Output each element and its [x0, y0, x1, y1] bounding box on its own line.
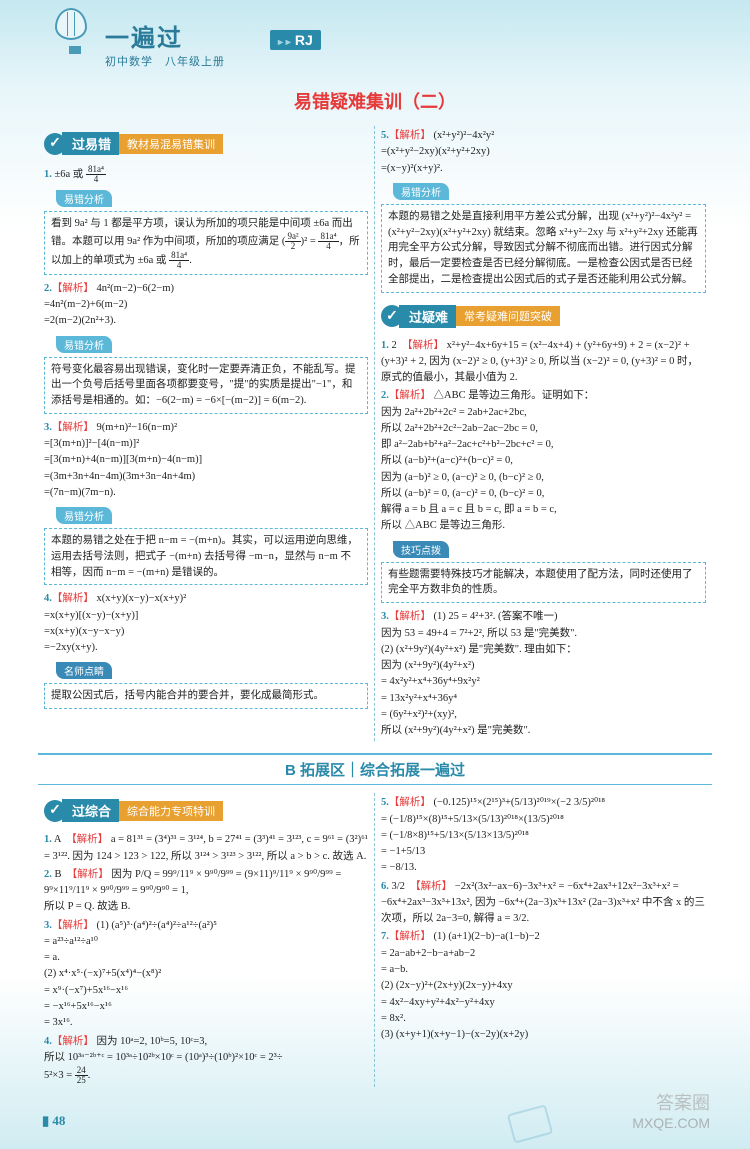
box-2: 符号变化最容易出现错误，变化时一定要弄清正负，不能乱写。提出一个负号后括号里面各…: [44, 357, 368, 414]
comp-2: 2. B 【解析】 因为 P/Q = 99⁹/11⁹ × 9⁹⁰/9⁹⁹ = (…: [44, 867, 368, 916]
brand-main: 一遍过: [105, 18, 225, 53]
check-icon: ✓: [44, 133, 66, 155]
difficult-1: 1. 2 【解析】 x²+y²−4x+6y+15 = (x²−4x+4) + (…: [381, 338, 706, 387]
difficult-3: 3.【解析】 (1) 25 = 4²+3². (答案不唯一) 因为 53 = 4…: [381, 609, 706, 739]
box-3: 本题的易错之处在于把 n−m = −(m+n)。其实，可以运用逆向思维，运用去括…: [44, 528, 368, 585]
column-right: 5.【解析】 (x²+y²)²−4x²y² =(x²+y²−2xy)(x²+y²…: [375, 126, 712, 741]
problem-4: 4.【解析】 x(x+y)(x−y)−x(x+y)² =x(x+y)[(x−y)…: [44, 591, 368, 656]
content-bottom: ✓ 过综合 综合能力专项特训 1. A 【解析】 a = 81³¹ = (3⁴)…: [0, 793, 750, 1087]
tag-analysis-3: 易错分析: [56, 507, 112, 524]
check-icon-3: ✓: [44, 800, 66, 822]
page-title: 易错疑难集训（二）: [0, 88, 750, 114]
section-mistakes-banner: ✓ 过易错 教材易混易错集训: [44, 132, 223, 155]
comp-1: 1. A 【解析】 a = 81³¹ = (3⁴)³¹ = 3¹²⁴, b = …: [44, 832, 368, 865]
check-icon-2: ✓: [381, 305, 403, 327]
comp-4: 4.【解析】 因为 10ᵃ=2, 10ᵇ=5, 10ᶜ=3,所以 10³ᵃ⁻²ᵇ…: [44, 1034, 368, 1086]
section-b-title: B 拓展区｜综合拓展一遍过: [38, 753, 712, 785]
banner-mistakes-sub: 教材易混易错集训: [119, 134, 223, 154]
brand-block: 一遍过 初中数学 八年级上册: [105, 18, 225, 69]
page-header: 一遍过 初中数学 八年级上册 RJ: [0, 0, 750, 80]
tag-analysis-5: 易错分析: [393, 183, 449, 200]
column-b-right: 5.【解析】 (−0.125)¹⁵×(2¹⁵)³+(5/13)²⁰¹⁹×(−2 …: [375, 793, 712, 1087]
comp-3: 3.【解析】 (1) (a⁵)³·(a⁴)²÷(a⁴)²÷a¹²÷(a²)⁵ =…: [44, 918, 368, 1032]
box-5: 本题的易错之处是直接利用平方差公式分解，出现 (x²+y²)²−4x²y² = …: [381, 204, 706, 293]
column-left: ✓ 过易错 教材易混易错集训 1. ±6a 或 81a⁴4 易错分析 看到 9a…: [38, 126, 375, 741]
watermark-bottom: MXQE.COM: [632, 1115, 710, 1131]
page-num-value: 48: [52, 1113, 65, 1128]
banner-difficult: 过疑难: [399, 305, 456, 328]
banner-comprehensive: 过综合: [62, 799, 119, 822]
tag-teacher: 名师点睛: [56, 662, 112, 679]
problem-2: 2.【解析】 4n²(m−2)−6(2−m) =4n²(m−2)+6(m−2) …: [44, 281, 368, 330]
tag-skill: 技巧点拨: [393, 541, 449, 558]
box-4: 提取公因式后，括号内能合并的要合并，要化成最简形式。: [44, 683, 368, 709]
tag-analysis-2: 易错分析: [56, 336, 112, 353]
watermark: 答案圈 MXQE.COM: [632, 1089, 710, 1131]
problem-1: 1. ±6a 或 81a⁴4: [44, 165, 368, 184]
comp-6: 6. 3/2 【解析】 −2x²(3x²−ax−6)−3x³+x² = −6x⁴…: [381, 879, 706, 928]
page-number: ▮ 48: [42, 1113, 65, 1129]
pencil-icon: [507, 1104, 553, 1143]
tag-analysis: 易错分析: [56, 190, 112, 207]
box-skill: 有些题需要特殊技巧才能解决，本题使用了配方法，同时还使用了完全平方数非负的性质。: [381, 562, 706, 604]
difficult-2: 2.【解析】 △ABC 是等边三角形。证明如下： 因为 2a²+2b²+2c² …: [381, 388, 706, 534]
problem-5: 5.【解析】 (x²+y²)²−4x²y² =(x²+y²−2xy)(x²+y²…: [381, 128, 706, 177]
section-comprehensive-banner: ✓ 过综合 综合能力专项特训: [44, 799, 223, 822]
comp-7: 7.【解析】 (1) (a+1)(2−b)−a(1−b)−2 = 2a−ab+2…: [381, 929, 706, 1043]
section-difficult-banner: ✓ 过疑难 常考疑难问题突破: [381, 305, 560, 328]
content-top: ✓ 过易错 教材易混易错集训 1. ±6a 或 81a⁴4 易错分析 看到 9a…: [0, 126, 750, 741]
edition-badge: RJ: [270, 30, 321, 50]
banner-difficult-sub: 常考疑难问题突破: [456, 306, 560, 326]
column-b-left: ✓ 过综合 综合能力专项特训 1. A 【解析】 a = 81³¹ = (3⁴)…: [38, 793, 375, 1087]
comp-5: 5.【解析】 (−0.125)¹⁵×(2¹⁵)³+(5/13)²⁰¹⁹×(−2 …: [381, 795, 706, 876]
watermark-top: 答案圈: [632, 1089, 710, 1115]
brand-sub: 初中数学 八年级上册: [105, 53, 225, 69]
box-1: 看到 9a² 与 1 都是平方项，误认为所加的项只能是中间项 ±6a 而出错。本…: [44, 211, 368, 275]
balloon-icon: [55, 8, 95, 63]
banner-comprehensive-sub: 综合能力专项特训: [119, 801, 223, 821]
problem-3: 3.【解析】 9(m+n)²−16(n−m)² =[3(m+n)]²−[4(n−…: [44, 420, 368, 501]
banner-mistakes: 过易错: [62, 132, 119, 155]
